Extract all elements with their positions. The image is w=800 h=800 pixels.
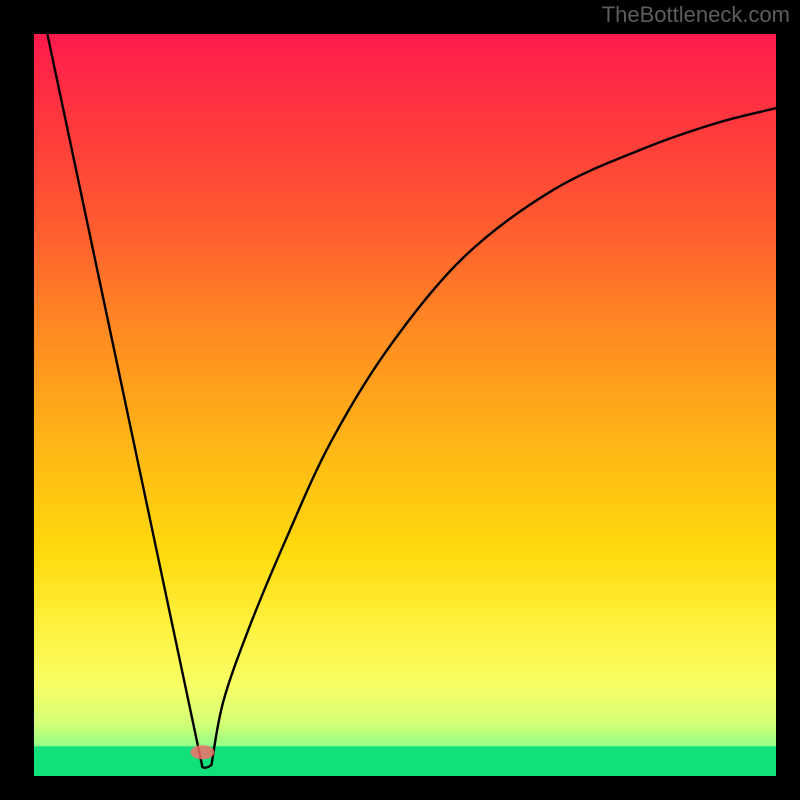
trough-marker xyxy=(190,745,214,759)
green-base-band xyxy=(34,746,776,777)
watermark-text: TheBottleneck.com xyxy=(602,2,790,28)
plot-background xyxy=(34,34,776,776)
bottleneck-chart xyxy=(0,0,800,800)
